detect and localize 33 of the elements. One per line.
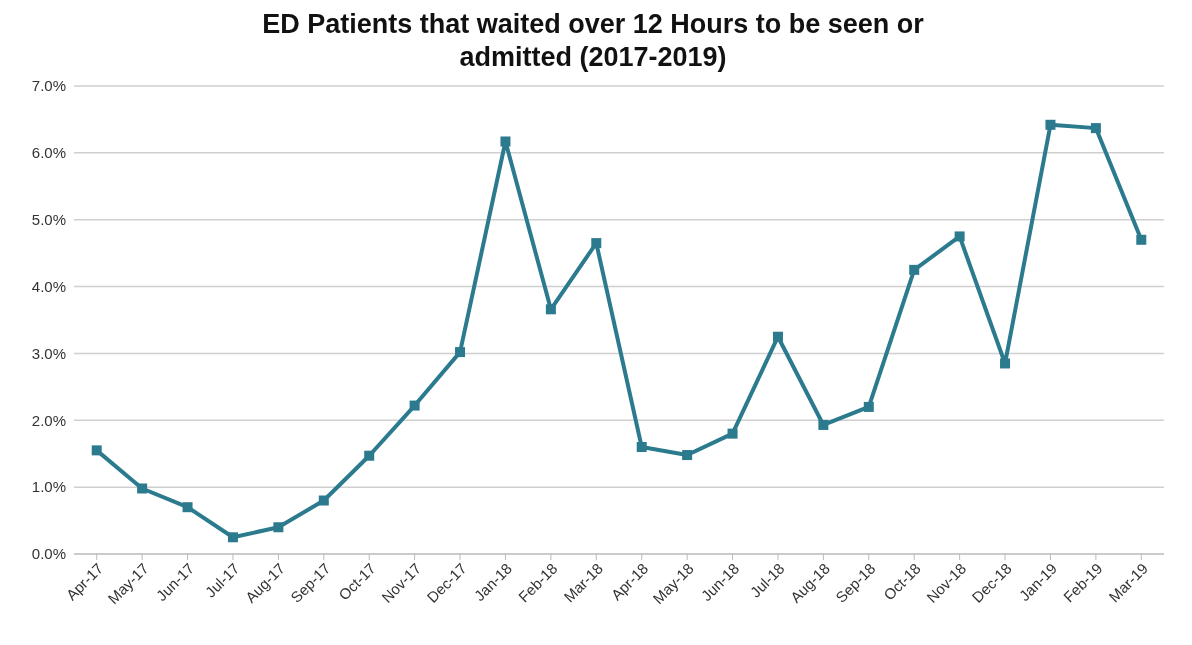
point <box>91 445 102 456</box>
point <box>1045 119 1056 130</box>
point <box>1136 234 1147 245</box>
point <box>591 238 602 249</box>
point <box>182 502 193 513</box>
y-tick-label: 7.0% <box>31 77 66 95</box>
point <box>455 347 466 358</box>
point <box>364 450 375 461</box>
point <box>500 136 511 147</box>
point <box>545 304 556 315</box>
point <box>227 532 238 543</box>
point <box>863 401 874 412</box>
y-tick-label: 2.0% <box>31 411 66 429</box>
point <box>137 483 148 494</box>
point <box>772 331 783 342</box>
point <box>636 442 647 453</box>
y-tick-label: 3.0% <box>31 344 66 362</box>
point <box>727 428 738 439</box>
point <box>318 495 329 506</box>
point <box>682 450 693 461</box>
point <box>818 419 829 430</box>
point <box>954 231 965 242</box>
point <box>273 522 284 533</box>
point <box>909 264 920 275</box>
y-tick-label: 0.0% <box>31 545 66 563</box>
point <box>409 400 420 411</box>
chart-title: ED Patients that waited over 12 Hours to be seen or admitted (2017-2019) <box>261 8 925 74</box>
y-tick-label: 6.0% <box>31 144 66 162</box>
point <box>1090 123 1101 134</box>
y-tick-label: 4.0% <box>31 277 66 295</box>
point <box>1000 358 1011 369</box>
y-tick-label: 5.0% <box>31 211 66 229</box>
y-tick-label: 1.0% <box>31 478 66 496</box>
